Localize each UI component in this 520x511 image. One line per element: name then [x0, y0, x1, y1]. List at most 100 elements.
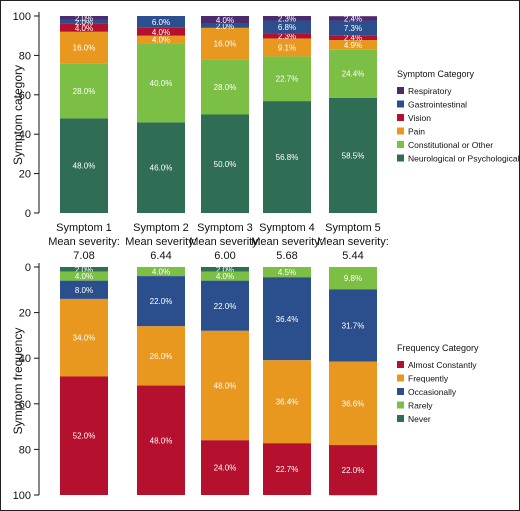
bar-segment — [329, 361, 377, 446]
bar-segment — [60, 118, 108, 213]
legend-item-label: Occasionally — [408, 387, 457, 397]
mean-severity-value: 6.00 — [214, 250, 235, 262]
x-category-label: Symptom 1 — [56, 222, 112, 234]
bar-segment — [60, 23, 108, 32]
bar-segment — [137, 43, 185, 123]
data-label: 2.4% — [344, 15, 362, 24]
data-label: 56.8% — [276, 153, 299, 162]
legend-swatch — [397, 141, 404, 148]
data-label: 48.0% — [150, 436, 173, 445]
data-label: 2.0% — [216, 22, 234, 31]
bar-segment — [137, 27, 185, 36]
x-category-label: Symptom 3 — [197, 222, 253, 234]
y-tick-label: 40 — [19, 129, 31, 141]
legend-swatch — [397, 401, 404, 409]
mean-severity-label: Mean severity: — [125, 236, 197, 248]
x-category-label: Symptom 5 — [325, 222, 381, 234]
data-label: 36.6% — [342, 399, 365, 408]
y-tick-label: 60 — [19, 90, 31, 102]
data-label: 22.0% — [150, 297, 173, 306]
data-label: 6.0% — [152, 18, 170, 27]
bar-segment — [60, 63, 108, 119]
data-label: 40.0% — [150, 79, 173, 88]
legend-item-label: Vision — [408, 113, 431, 123]
y-tick-label: 20 — [19, 169, 31, 181]
legend-item-label: Gastrointestinal — [408, 100, 467, 110]
bar-segment — [201, 440, 249, 495]
data-label: 52.0% — [73, 432, 96, 441]
data-label: 48.0% — [214, 382, 237, 391]
bar-segment — [263, 360, 311, 444]
data-label: 26.0% — [150, 352, 173, 361]
bar-segment — [201, 59, 249, 115]
data-label: 34.0% — [73, 334, 96, 343]
data-label: 9.8% — [344, 274, 362, 283]
data-label: 8.0% — [75, 286, 93, 295]
legend-item-label: Almost Constantly — [408, 360, 477, 370]
legend-title: Symptom Category — [397, 69, 475, 79]
data-label: 7.3% — [344, 24, 362, 33]
data-label: 24.4% — [342, 70, 365, 79]
bar-segment — [60, 267, 108, 272]
bar-segment — [329, 35, 377, 41]
x-category-label: Symptom 4 — [259, 222, 315, 234]
data-label: 24.0% — [214, 464, 237, 473]
data-label: 4.0% — [152, 28, 170, 37]
legend-item-label: Constitutional or Other — [408, 140, 493, 150]
legend-swatch — [397, 388, 404, 395]
bar-segment — [137, 35, 185, 44]
bar-segment — [201, 16, 249, 24]
bar-segment — [60, 271, 108, 281]
bar-segment — [329, 289, 377, 362]
legend-title: Frequency Category — [397, 343, 479, 353]
legend-swatch — [397, 154, 404, 162]
data-label: 48.0% — [73, 162, 96, 171]
mean-severity-label: Mean severity: — [189, 236, 261, 248]
data-label: 4.0% — [152, 268, 170, 277]
y-tick-label: 80 — [19, 50, 31, 62]
mean-severity-value: 6.44 — [150, 250, 171, 262]
bar-segment — [263, 33, 311, 39]
bar-segment — [60, 31, 108, 64]
legend-swatch — [397, 87, 404, 94]
data-label: 16.0% — [214, 40, 237, 49]
legend-swatch — [397, 114, 404, 121]
bar-segment — [329, 445, 377, 496]
bar-segment — [60, 19, 108, 24]
bar-segment — [201, 330, 249, 441]
data-label: 2.0% — [216, 265, 234, 274]
legend-swatch — [397, 374, 404, 382]
data-label: 31.7% — [342, 321, 365, 330]
data-label: 36.4% — [276, 315, 299, 324]
data-label: 2.0% — [75, 265, 93, 274]
bar-segment — [263, 16, 311, 21]
bar-segment — [60, 298, 108, 377]
bar-segment — [137, 16, 185, 28]
y-tick-label: 20 — [19, 308, 31, 320]
y-tick-label: 100 — [13, 11, 31, 23]
legend-item-label: Frequently — [408, 374, 449, 384]
data-label: 22.0% — [214, 302, 237, 311]
mean-severity-value: 5.44 — [342, 250, 363, 262]
bar-segment — [137, 326, 185, 386]
bar-segment — [329, 97, 377, 213]
data-label: 4.9% — [344, 41, 362, 50]
bar-segment — [263, 38, 311, 57]
data-label: 9.1% — [278, 43, 296, 52]
data-label: 6.8% — [278, 23, 296, 32]
y-axis-label: Symptom frequency — [11, 328, 25, 435]
data-label: 4.0% — [216, 272, 234, 281]
y-tick-label: 100 — [13, 490, 31, 502]
bar-segment — [201, 271, 249, 281]
data-label: 4.0% — [152, 36, 170, 45]
data-label: 50.0% — [214, 160, 237, 169]
mean-severity-label: Mean severity: — [251, 236, 323, 248]
mean-severity-value: 5.68 — [276, 250, 297, 262]
data-label: 2.0% — [75, 14, 93, 23]
y-tick-label: 0 — [25, 262, 31, 274]
x-category-label: Symptom 2 — [133, 222, 189, 234]
legend-swatch — [397, 127, 404, 135]
data-label: 2.0% — [75, 18, 93, 27]
y-axis-label: Symptom category — [11, 65, 25, 165]
